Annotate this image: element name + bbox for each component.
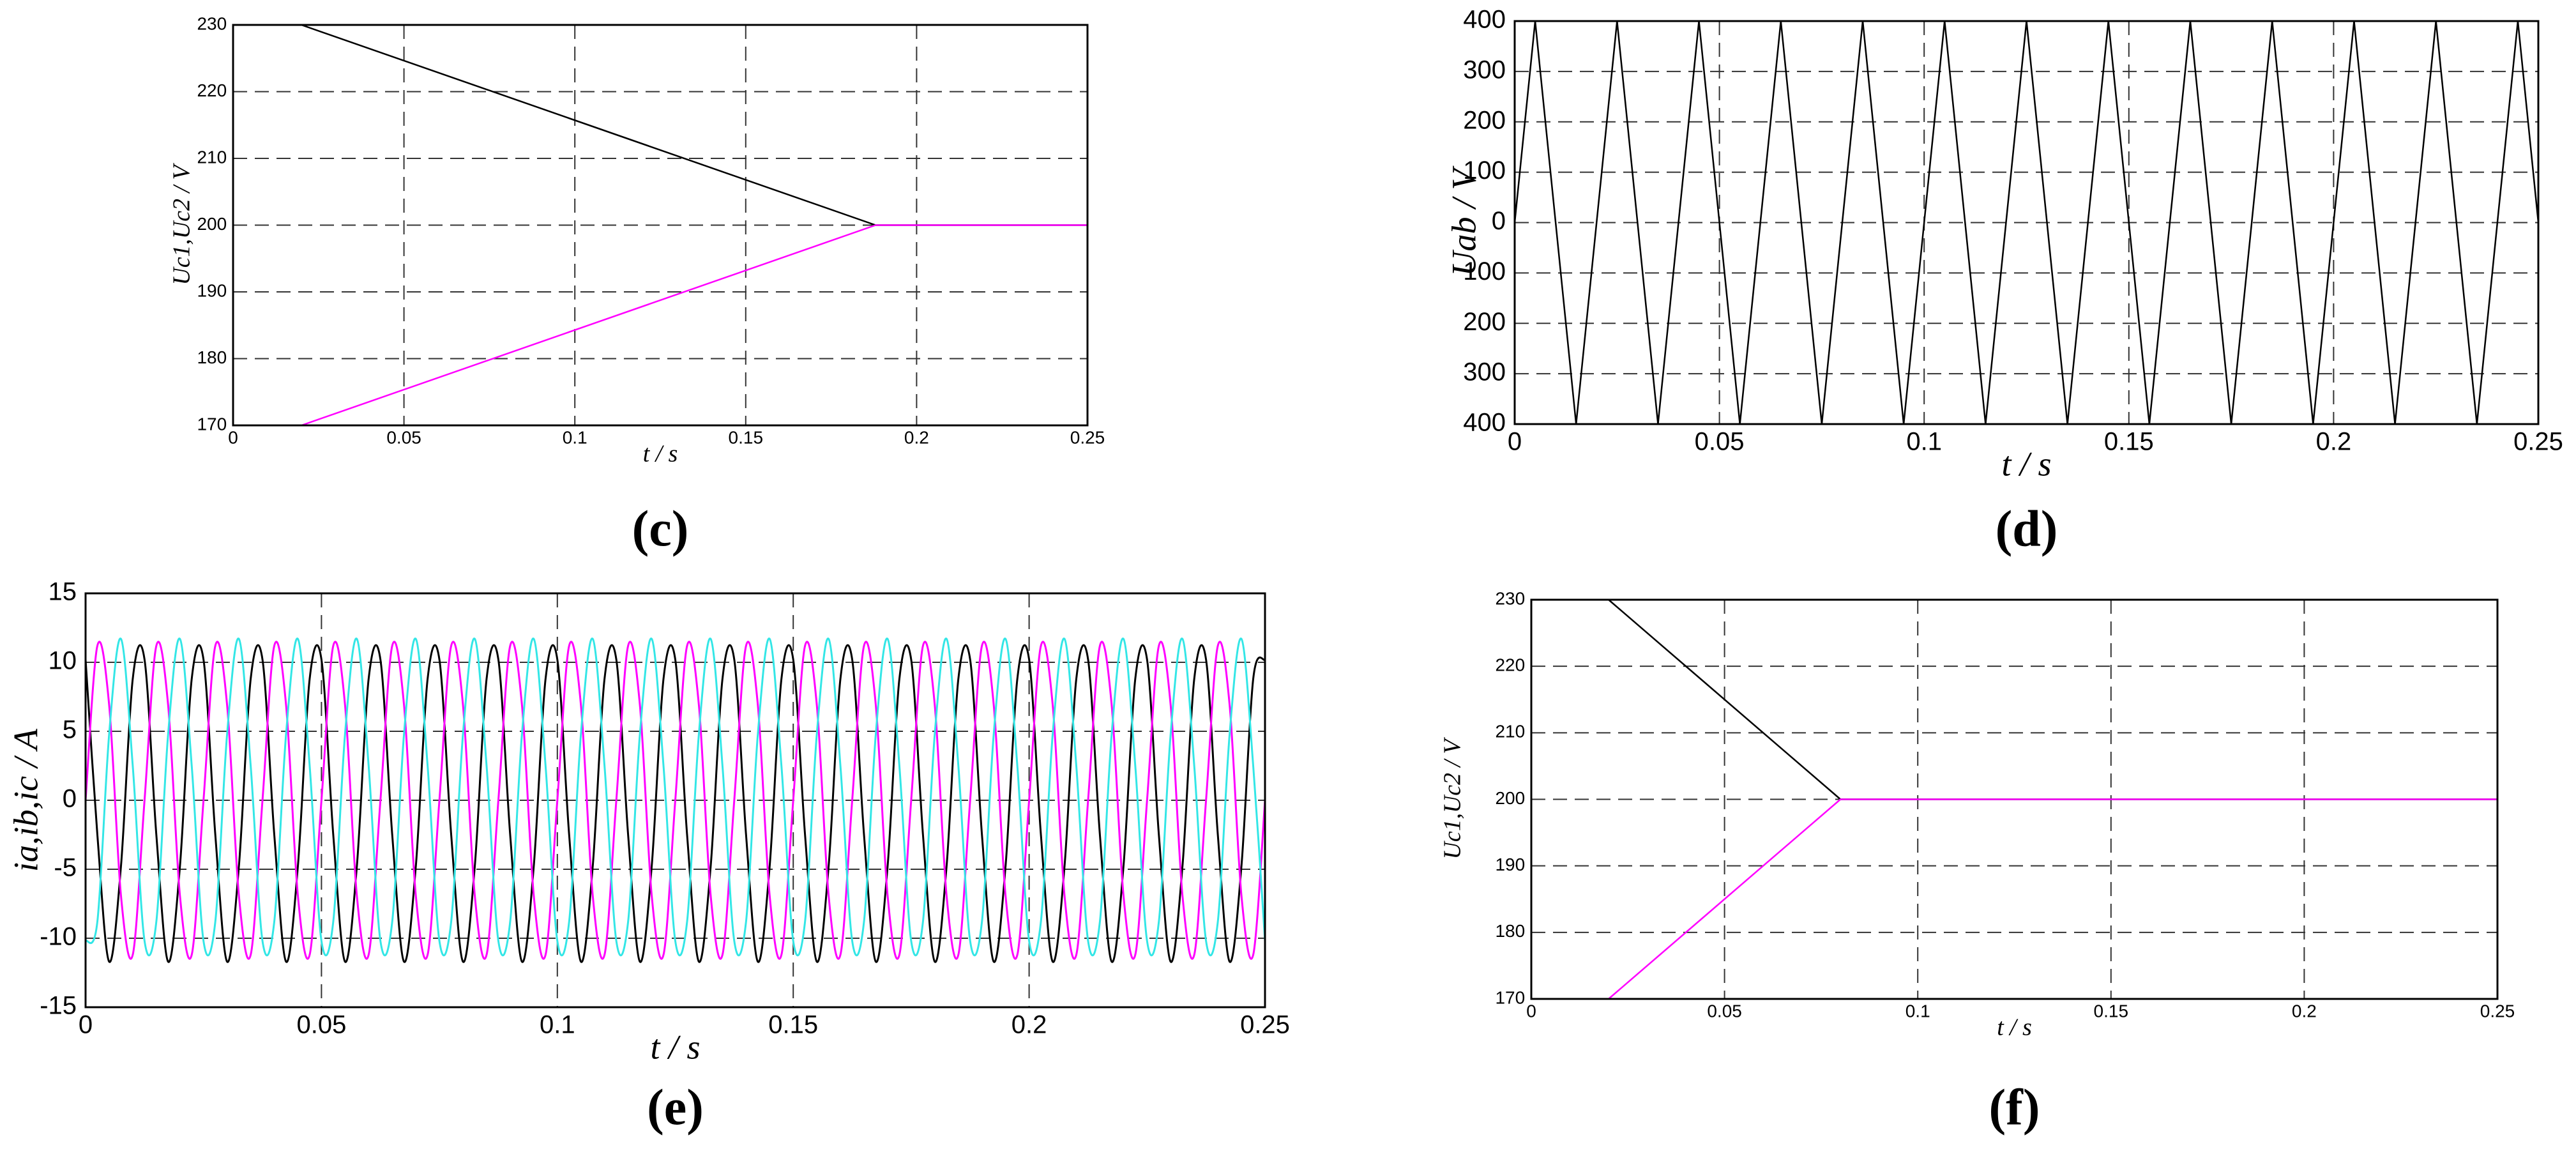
- y-tick-label: 300: [1463, 358, 1506, 386]
- x-axis-title: t / s: [1997, 1014, 2032, 1040]
- x-tick-label: 0.25: [2480, 1001, 2515, 1021]
- data-line: [84, 637, 1266, 957]
- x-axis-title: t / s: [643, 440, 678, 467]
- plot-border: [1513, 20, 2540, 425]
- panel-label: (d): [1996, 501, 2058, 557]
- subplot: 170 180 190 200 210 220 230 0 0.05 0.1 0.15 0.2 0.25…: [1439, 588, 2515, 1136]
- x-tick-label: 0: [228, 427, 238, 447]
- y-tick-label: 200: [197, 214, 227, 234]
- x-tick-label: 0.05: [1707, 1001, 1742, 1021]
- y-tick-label: 230: [197, 13, 227, 33]
- panel-label: (e): [647, 1079, 704, 1136]
- y-axis-title: Uc1,Uc2 / V: [169, 163, 195, 285]
- x-tick-label: 0.1: [1905, 1001, 1930, 1021]
- y-tick-label: 170: [1495, 987, 1525, 1007]
- x-tick-label: 0.25: [1070, 427, 1105, 447]
- y-tick-label: 100: [1463, 156, 1506, 185]
- x-tick-label: 0.15: [729, 427, 764, 447]
- y-tick-label: -10: [40, 923, 77, 951]
- y-axis-title: ia,ib,ic / A: [6, 728, 45, 872]
- x-tick-label: 0.15: [768, 1011, 818, 1039]
- x-tick-label: 0.15: [2094, 1001, 2129, 1021]
- x-tick-label: 0: [79, 1011, 93, 1039]
- y-tick-label: 230: [1495, 588, 1525, 608]
- y-tick-label: 100: [1463, 257, 1506, 285]
- x-tick-label: 0.1: [563, 427, 587, 447]
- y-tick-label: 180: [1495, 921, 1525, 941]
- y-tick-label: 5: [63, 716, 77, 744]
- y-tick-label: 210: [197, 147, 227, 167]
- x-tick-label: 0.1: [540, 1011, 575, 1039]
- y-tick-label: -5: [54, 854, 77, 882]
- y-tick-label: 10: [49, 647, 77, 675]
- x-tick-label: 0.1: [1906, 428, 1942, 456]
- x-axis-title: t / s: [650, 1028, 700, 1066]
- x-tick-label: 0.05: [386, 427, 421, 447]
- y-tick-label: 190: [1495, 855, 1525, 874]
- plot-border: [232, 24, 1089, 427]
- x-tick-label: 0: [1526, 1001, 1536, 1021]
- subplot: 170 180 190 200 210 220 230 0 0.05 0.1 0.15 0.2 0.25…: [169, 13, 1105, 557]
- y-tick-label: 300: [1463, 56, 1506, 84]
- y-tick-label: 15: [49, 578, 77, 606]
- x-tick-label: 0.2: [1011, 1011, 1047, 1039]
- panel-label: (f): [1989, 1079, 2040, 1136]
- y-tick-label: 200: [1495, 788, 1525, 808]
- x-tick-label: 0.15: [2104, 428, 2154, 456]
- x-tick-label: 0.05: [1695, 428, 1745, 456]
- y-tick-label: 400: [1463, 6, 1506, 34]
- x-tick-label: 0.05: [296, 1011, 346, 1039]
- y-axis-title: Uab / V: [1444, 165, 1483, 277]
- x-axis-title: t / s: [2001, 445, 2051, 483]
- y-tick-label: 200: [1463, 308, 1506, 336]
- y-tick-label: 220: [197, 80, 227, 100]
- x-tick-label: 0.2: [2292, 1001, 2317, 1021]
- y-tick-label: 190: [197, 280, 227, 300]
- plot-border: [84, 592, 1266, 1008]
- x-tick-label: 0.2: [2316, 428, 2352, 456]
- y-tick-label: -15: [40, 992, 77, 1020]
- y-tick-label: 400: [1463, 409, 1506, 437]
- y-tick-label: 0: [1492, 207, 1506, 235]
- y-tick-label: 220: [1495, 655, 1525, 675]
- data-line: [84, 641, 1266, 960]
- y-tick-label: 210: [1495, 722, 1525, 742]
- data-line: [84, 644, 1266, 963]
- y-tick-label: 170: [197, 414, 227, 434]
- x-tick-label: 0.2: [904, 427, 929, 447]
- y-axis-title: Uc1,Uc2 / V: [1439, 737, 1466, 860]
- x-tick-label: 0.25: [1240, 1011, 1290, 1039]
- y-tick-label: 200: [1463, 106, 1506, 134]
- plot-border: [1530, 598, 2499, 1000]
- panel-label: (c): [632, 501, 689, 557]
- x-tick-label: 0: [1508, 428, 1522, 456]
- y-tick-label: 180: [197, 347, 227, 367]
- x-tick-label: 0.25: [2513, 428, 2563, 456]
- subplot: -15 -10 -5 0 5 10 15 0 0.05 0.1 0.15 0.2 0.25 t / s ia…: [6, 578, 1290, 1136]
- y-tick-label: 0: [63, 785, 77, 813]
